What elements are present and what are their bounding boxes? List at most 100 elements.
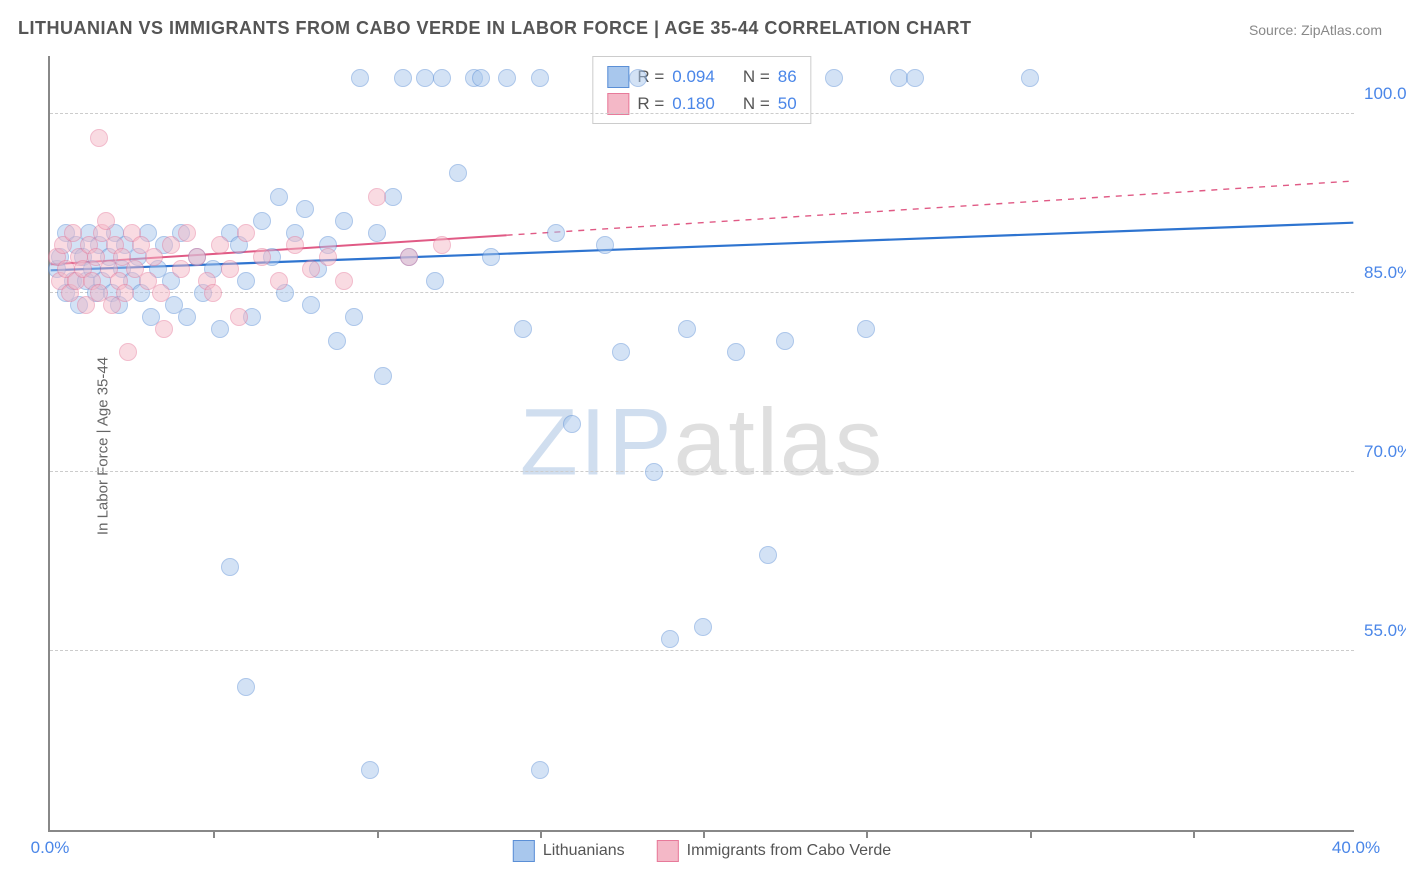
scatter-point [319,248,337,266]
scatter-point [335,272,353,290]
scatter-point [596,236,614,254]
series-legend-item: Lithuanians [513,840,625,862]
scatter-point [221,260,239,278]
series-legend-label: Lithuanians [543,842,625,860]
scatter-point [426,272,444,290]
scatter-point [374,367,392,385]
n-label: N = [743,63,770,90]
scatter-point [270,272,288,290]
series-legend-label: Immigrants from Cabo Verde [687,842,892,860]
scatter-point [230,308,248,326]
scatter-point [90,129,108,147]
scatter-point [449,164,467,182]
scatter-point [162,236,180,254]
trendlines-svg [50,56,1354,830]
chart-title: LITHUANIAN VS IMMIGRANTS FROM CABO VERDE… [18,18,972,39]
scatter-point [482,248,500,266]
y-tick-label: 55.0% [1364,621,1406,641]
scatter-point [531,761,549,779]
scatter-point [645,463,663,481]
scatter-point [384,188,402,206]
scatter-point [694,618,712,636]
scatter-point [302,260,320,278]
scatter-point [498,69,516,87]
x-tick-mark [540,830,542,838]
legend-swatch [657,840,679,862]
scatter-point [416,69,434,87]
scatter-point [368,188,386,206]
scatter-point [286,236,304,254]
scatter-point [514,320,532,338]
scatter-point [547,224,565,242]
scatter-point [472,69,490,87]
x-tick-mark [213,830,215,838]
scatter-point [368,224,386,242]
scatter-point [612,343,630,361]
scatter-point [253,248,271,266]
legend-swatch [607,66,629,88]
legend-swatch [513,840,535,862]
scatter-point [64,224,82,242]
watermark: ZIPatlas [520,389,884,498]
scatter-point [253,212,271,230]
scatter-point [661,630,679,648]
scatter-point [211,320,229,338]
y-tick-label: 70.0% [1364,442,1406,462]
scatter-point [1021,69,1039,87]
scatter-point [351,69,369,87]
gridline-horizontal [50,292,1354,293]
scatter-point [296,200,314,218]
scatter-point [155,320,173,338]
scatter-point [678,320,696,338]
watermark-atlas: atlas [674,390,885,496]
scatter-point [237,224,255,242]
scatter-point [328,332,346,350]
scatter-point [211,236,229,254]
scatter-point [188,248,206,266]
gridline-horizontal [50,471,1354,472]
scatter-point [890,69,908,87]
scatter-point [531,69,549,87]
legend-swatch [607,93,629,115]
scatter-point [400,248,418,266]
scatter-point [629,69,647,87]
scatter-point [152,284,170,302]
scatter-point [394,69,412,87]
x-tick-mark [377,830,379,838]
x-tick-label: 0.0% [31,838,70,858]
scatter-point [204,284,222,302]
scatter-point [302,296,320,314]
trendline-dashed [507,181,1354,235]
scatter-point [237,678,255,696]
scatter-point [221,558,239,576]
gridline-horizontal [50,113,1354,114]
scatter-point [335,212,353,230]
scatter-point [563,415,581,433]
n-value: 86 [778,63,797,90]
y-tick-label: 100.0% [1364,84,1406,104]
scatter-point [727,343,745,361]
source-attribution: Source: ZipAtlas.com [1249,22,1382,38]
scatter-point [97,212,115,230]
scatter-point [119,343,137,361]
series-legend-item: Immigrants from Cabo Verde [657,840,892,862]
scatter-point [433,69,451,87]
y-tick-label: 85.0% [1364,263,1406,283]
scatter-point [116,284,134,302]
scatter-point [776,332,794,350]
gridline-horizontal [50,650,1354,651]
scatter-point [178,224,196,242]
scatter-point [145,248,163,266]
x-tick-mark [866,830,868,838]
scatter-point [759,546,777,564]
correlation-legend: R =0.094N =86R =0.180N =50 [592,56,811,124]
x-tick-label: 40.0% [1332,838,1380,858]
series-legend: Lithuanians Immigrants from Cabo Verde [513,840,891,862]
scatter-point [825,69,843,87]
scatter-point [906,69,924,87]
scatter-point [433,236,451,254]
x-tick-mark [1193,830,1195,838]
x-tick-mark [703,830,705,838]
scatter-point [345,308,363,326]
scatter-point [270,188,288,206]
